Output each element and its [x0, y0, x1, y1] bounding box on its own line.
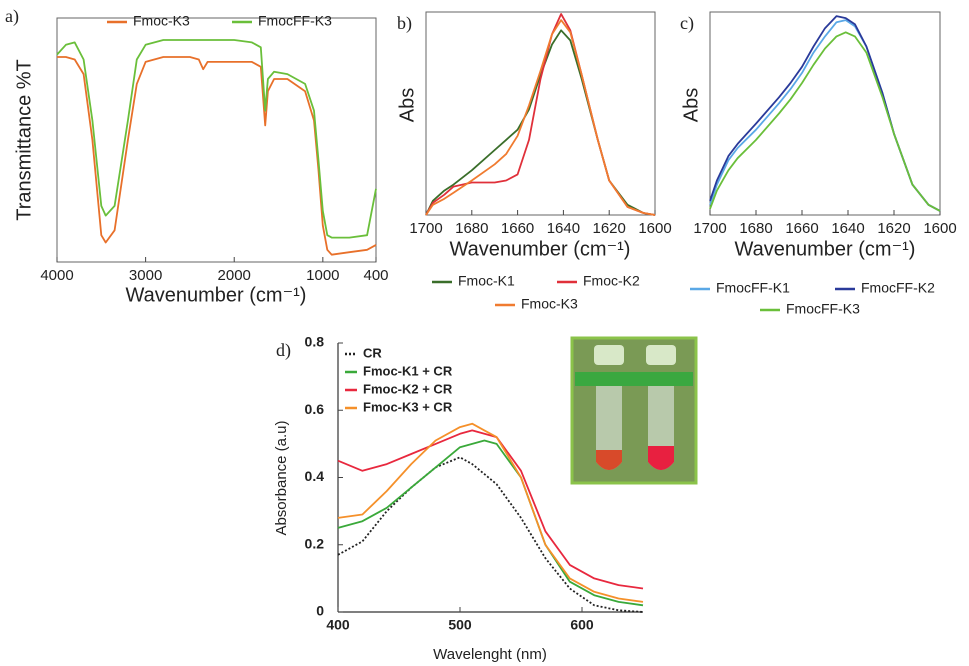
- y-axis-label: Abs: [396, 88, 418, 122]
- x-tick-label: 4000: [40, 267, 73, 284]
- series-line: [709, 15, 941, 212]
- series-line: [56, 39, 377, 239]
- x-tick-label: 1680: [455, 220, 488, 237]
- x-tick-label: 1660: [501, 220, 534, 237]
- legend-label: Fmoc-K3 + CR: [363, 399, 453, 414]
- inset-photo: [570, 336, 698, 485]
- x-tick-label: 1620: [593, 220, 626, 237]
- x-tick-label: 600: [570, 617, 594, 633]
- panel: b) 1700 1680 1660 1640 1620 1600 Wavenumber (cm…: [396, 11, 672, 312]
- y-tick-label: 0.6: [305, 401, 325, 417]
- x-axis-label: Wavelenght (nm): [433, 646, 547, 663]
- x-tick-label: 1600: [923, 220, 956, 237]
- x-tick-label: 2000: [218, 267, 251, 284]
- x-tick-label: 1600: [638, 220, 671, 237]
- plot-frame: [56, 17, 377, 263]
- panel-label: d): [276, 340, 291, 361]
- panel-label: a): [5, 6, 19, 27]
- series-line: [337, 439, 644, 607]
- legend-label: FmocFF-K2: [861, 280, 935, 296]
- y-tick-label: 0: [316, 603, 324, 619]
- y-axis-label: Abs: [680, 88, 702, 122]
- panel: c) 1700 1680 1660 1640 1620 1600 Wavenumber (cm…: [680, 11, 957, 317]
- x-tick-label: 1700: [693, 220, 726, 237]
- x-tick-label: 1700: [409, 220, 442, 237]
- legend-label: Fmoc-K1: [458, 273, 515, 289]
- plot-frame: [425, 11, 656, 216]
- y-axis-label: Absorbance (a.u): [273, 420, 290, 535]
- x-tick-label: 1000: [306, 267, 339, 284]
- plot-frame: [709, 11, 941, 216]
- y-axis-label: Transmittance %T: [13, 59, 35, 221]
- x-axis-label: Wavenumber (cm⁻¹): [126, 284, 307, 306]
- series-line: [425, 13, 656, 216]
- x-tick-label: 1640: [831, 220, 864, 237]
- legend-label: FmocFF-K1: [716, 280, 790, 296]
- x-tick-label: 1680: [739, 220, 772, 237]
- series-line: [337, 422, 644, 603]
- legend-label: CR: [363, 345, 382, 360]
- x-tick-label: 400: [326, 617, 350, 633]
- panel-label: c): [680, 13, 694, 34]
- x-axis-label: Wavenumber (cm⁻¹): [450, 238, 631, 260]
- y-tick-label: 0.8: [305, 334, 325, 350]
- x-tick-label: 500: [448, 617, 472, 633]
- legend-label: FmocFF-K3: [258, 13, 332, 29]
- x-tick-label: 400: [363, 267, 388, 284]
- series-line: [337, 456, 644, 613]
- panel-label: b): [397, 13, 412, 34]
- x-axis-label: Wavenumber (cm⁻¹): [735, 238, 916, 260]
- x-tick-label: 3000: [129, 267, 162, 284]
- series-line: [709, 31, 941, 212]
- x-tick-label: 1620: [877, 220, 910, 237]
- panel: a) 4000 3000 2000 1000 400 Wavenumber (cm⁻¹) Tr…: [5, 6, 389, 306]
- x-tick-label: 1640: [547, 220, 580, 237]
- y-tick-label: 0.2: [305, 535, 325, 551]
- series-line: [425, 19, 656, 216]
- panel: d) 400 500 600 0 0.2 0.4 0.6 0.8 Wavelenght (nm) A…: [273, 334, 644, 663]
- legend-label: Fmoc-K2: [583, 273, 640, 289]
- legend-label: Fmoc-K3: [133, 13, 190, 29]
- legend-label: Fmoc-K2 + CR: [363, 381, 453, 396]
- legend-label: Fmoc-K3: [521, 296, 578, 312]
- legend-label: FmocFF-K3: [786, 301, 860, 317]
- series-line: [57, 56, 377, 256]
- y-tick-label: 0.4: [305, 468, 325, 484]
- legend-label: Fmoc-K1 + CR: [363, 363, 453, 378]
- series-line: [337, 429, 644, 590]
- x-tick-label: 1660: [785, 220, 818, 237]
